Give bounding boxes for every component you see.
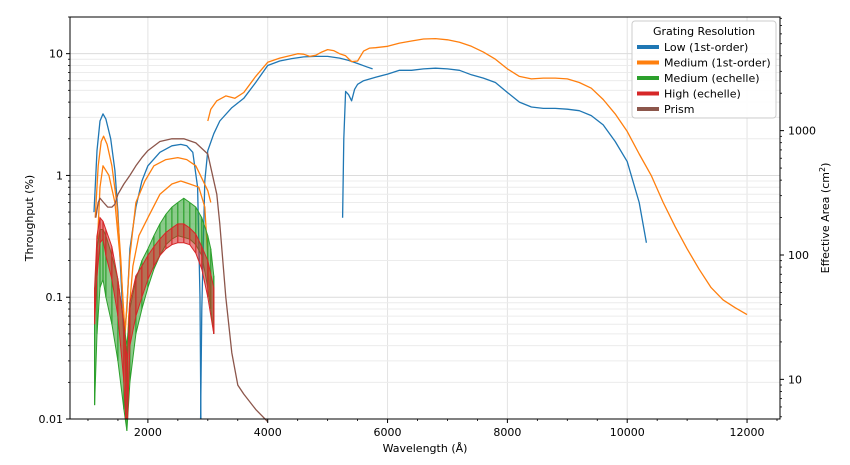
series-line-1 [207, 37, 748, 316]
y2-axis-label-main: Effective Area (cm [819, 172, 832, 273]
x-tick-label: 12000 [730, 426, 765, 439]
legend-title: Grating Resolution [653, 25, 755, 38]
legend-label-1: Medium (1st-order) [664, 57, 771, 70]
y-axis-left: 0.01 0.1 1 10 [39, 16, 70, 426]
legend-label-4: Prism [664, 103, 694, 116]
series-line-1 [96, 156, 212, 335]
x-tick-label: 2000 [134, 426, 162, 439]
legend-label-2: Medium (echelle) [664, 72, 760, 85]
series-line-1 [94, 135, 212, 383]
y-axis-right: 10 100 1000 [780, 17, 816, 418]
x-tick-label: 4000 [254, 426, 282, 439]
series-line-0 [199, 55, 373, 420]
x-tick-label: 10000 [610, 426, 645, 439]
y2-tick-label: 1000 [788, 125, 816, 138]
y2-axis-label-close: ) [819, 163, 832, 167]
y2-tick-label: 10 [788, 373, 802, 386]
series-3 [93, 216, 215, 420]
x-axis: 2000 4000 6000 8000 10000 12000 [87, 419, 778, 439]
series-line-0 [341, 67, 648, 243]
series-2 [93, 197, 215, 431]
series-1 [94, 37, 748, 383]
series-4 [95, 138, 269, 423]
y-axis-label: Throughput (%) [23, 175, 36, 262]
y-tick-label: 0.1 [46, 291, 64, 304]
series-line-4 [95, 138, 269, 423]
series-layer [93, 37, 748, 431]
series-0 [93, 55, 648, 420]
x-axis-label: Wavelength (Å) [383, 442, 468, 455]
y-tick-label: 1 [56, 169, 63, 182]
y2-axis-label: Effective Area (cm2) [818, 163, 833, 274]
y2-axis-label-sup: 2 [818, 167, 827, 172]
legend-box [631, 20, 777, 119]
y2-tick-label: 100 [788, 249, 809, 262]
y-tick-label: 10 [49, 48, 63, 61]
legend-label-3: High (echelle) [664, 88, 741, 101]
x-tick-label: 6000 [374, 426, 402, 439]
x-tick-label: 8000 [493, 426, 521, 439]
y-tick-label: 0.01 [39, 413, 64, 426]
legend-label-0: Low (1st-order) [664, 41, 748, 54]
plot-frame [69, 16, 781, 420]
legend: Grating Resolution Low (1st-order) Medium… [631, 20, 777, 119]
series-line-0 [93, 113, 202, 420]
